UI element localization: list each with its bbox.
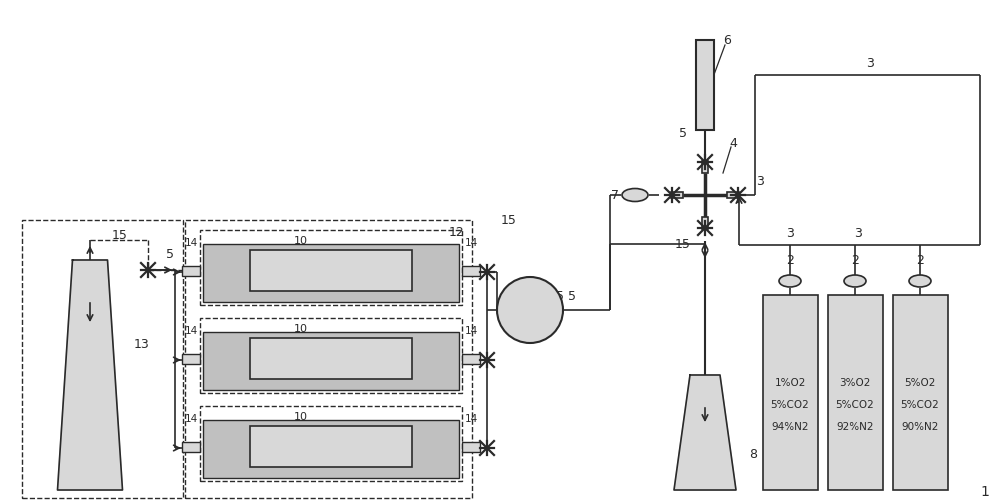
Text: 12: 12 (449, 225, 465, 238)
Text: 8: 8 (749, 449, 757, 461)
Bar (203, 244, 459, 302)
Text: 3: 3 (854, 226, 862, 239)
Bar (203, 420, 459, 478)
Bar (250, 426, 412, 467)
Text: 14: 14 (184, 238, 198, 248)
Ellipse shape (779, 275, 801, 287)
Text: 5: 5 (556, 290, 564, 302)
Text: 13: 13 (134, 339, 150, 352)
Bar (203, 332, 459, 390)
Text: 11: 11 (389, 266, 403, 276)
Text: 10: 10 (294, 324, 308, 334)
Text: 5: 5 (166, 248, 174, 262)
Bar (893, 295, 948, 490)
Text: 2: 2 (851, 254, 859, 267)
Text: 5: 5 (504, 290, 512, 302)
Bar (462, 266, 480, 276)
Circle shape (497, 277, 563, 343)
Text: 10: 10 (294, 236, 308, 246)
Bar (671, 192, 683, 198)
Bar (702, 217, 708, 229)
Text: 14: 14 (464, 238, 478, 248)
Text: 3: 3 (786, 226, 794, 239)
Bar (182, 266, 200, 276)
Text: 92%N2: 92%N2 (836, 422, 874, 432)
Text: 15: 15 (501, 213, 517, 226)
Bar (696, 40, 714, 130)
Text: 5%CO2: 5%CO2 (771, 400, 809, 410)
Text: 14: 14 (464, 326, 478, 336)
Text: 5%CO2: 5%CO2 (901, 400, 939, 410)
Bar (200, 318, 462, 393)
Text: 11: 11 (389, 354, 403, 364)
Text: 5: 5 (568, 290, 576, 302)
Ellipse shape (844, 275, 866, 287)
Text: 90%N2: 90%N2 (901, 422, 939, 432)
Bar (828, 295, 883, 490)
Text: 15: 15 (675, 237, 691, 250)
Bar (462, 354, 480, 364)
Text: 5: 5 (679, 126, 687, 139)
Text: 5%O2: 5%O2 (904, 378, 936, 388)
Bar (182, 354, 200, 364)
Polygon shape (674, 375, 736, 490)
Ellipse shape (909, 275, 931, 287)
Text: 7: 7 (611, 189, 619, 202)
Text: 14: 14 (464, 414, 478, 424)
Text: 2: 2 (786, 254, 794, 267)
Bar (250, 338, 412, 379)
Text: 5%CO2: 5%CO2 (836, 400, 874, 410)
Text: 4: 4 (729, 136, 737, 149)
Text: 14: 14 (184, 414, 198, 424)
Text: 2: 2 (916, 254, 924, 267)
Bar (182, 442, 200, 452)
Bar (22, 220, 183, 498)
Bar (250, 250, 412, 291)
Bar (200, 406, 462, 481)
Bar (727, 192, 739, 198)
Bar (185, 220, 472, 498)
Text: 3%O2: 3%O2 (839, 378, 871, 388)
Bar (702, 161, 708, 173)
Text: 9: 9 (525, 302, 535, 317)
Text: 10: 10 (294, 412, 308, 422)
Text: 1%O2: 1%O2 (774, 378, 806, 388)
Bar (462, 442, 480, 452)
Text: 14: 14 (184, 326, 198, 336)
Text: 3: 3 (756, 175, 764, 188)
Bar (763, 295, 818, 490)
Text: 11: 11 (389, 442, 403, 452)
Ellipse shape (622, 189, 648, 202)
Text: 6: 6 (723, 34, 731, 46)
Text: 1: 1 (981, 485, 989, 499)
Polygon shape (58, 260, 122, 490)
Text: 3: 3 (866, 56, 874, 69)
Text: 15: 15 (112, 228, 128, 241)
Text: 94%N2: 94%N2 (771, 422, 809, 432)
Bar (200, 230, 462, 305)
